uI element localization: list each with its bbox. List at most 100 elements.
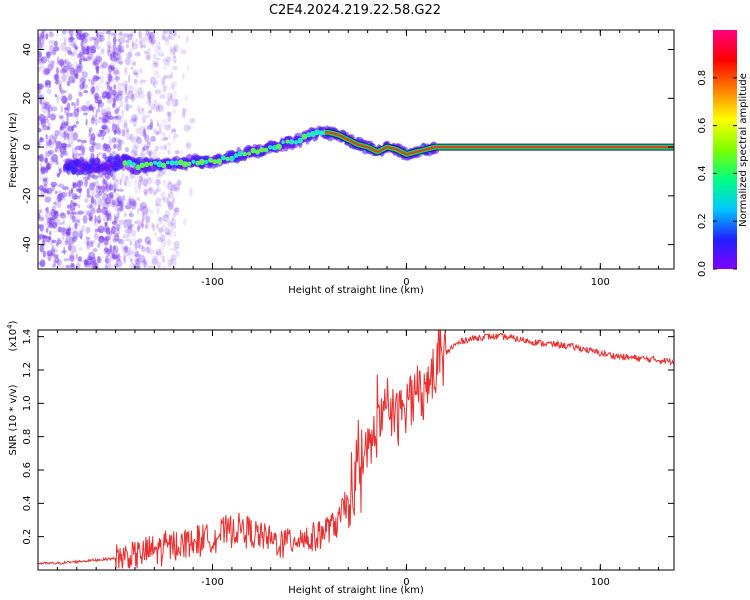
spectral-noise-blob [133,185,141,194]
track-core-point [314,129,321,136]
spectral-noise-blob [124,228,129,234]
spectral-noise-blob [136,197,140,202]
spectral-noise-blob [117,200,122,208]
spectral-noise-blob [113,36,117,45]
spectral-noise-blob [57,142,60,146]
spectral-noise-blob [43,158,47,164]
spectral-noise-blob [134,220,141,225]
spectral-noise-blob [124,84,128,92]
spectral-noise-blob [71,215,76,223]
spectral-noise-blob [52,49,57,56]
spectral-noise-blob [98,52,101,62]
spectral-noise-blob [170,218,176,226]
colorbar: 0.0 0.2 0.4 0.6 0.8 Normalized spectral ampl… [697,30,749,277]
spectral-noise-blob [60,105,63,113]
spectral-noise-blob [160,76,167,85]
spectral-noise-blob [169,247,176,252]
spectral-noise-blob [65,264,71,269]
spectral-noise-blob [112,177,120,183]
spectral-noise-blob [139,205,145,211]
spectral-noise-blob [133,69,137,76]
spectral-noise-blob [101,192,108,202]
spectral-noise-blob [67,50,73,55]
spectral-noise-blob [131,199,138,208]
spectral-noise-blob [115,197,120,203]
spectral-noise-blob [46,88,52,95]
spectral-noise-blob [151,256,159,264]
spectral-noise-blob [94,210,97,214]
spectral-noise-blob [156,206,160,215]
spectral-noise-blob [164,124,171,131]
spectral-noise-blob [122,253,126,262]
spectral-noise-blob [127,33,133,41]
spectral-noise-blob [147,187,152,192]
spectral-noise-blob [172,223,177,229]
spectral-noise-blob [86,194,92,198]
spectral-noise-blob [69,245,77,254]
spectral-noise-blob [61,120,66,127]
spectral-noise-blob [109,62,116,67]
spectral-noise-blob [82,105,89,111]
spectral-noise-blob [139,40,144,49]
spectral-noise-blob [42,190,49,194]
spectral-noise-blob [72,153,75,161]
spectral-noise-blob [89,239,96,245]
spectral-noise-blob [72,199,77,205]
spectral-noise-blob [46,217,52,226]
spectral-noise-blob [75,219,80,224]
spectral-noise-blob [138,175,144,182]
spectral-noise-blob [65,121,69,126]
spectral-noise-blob [144,50,149,55]
spectral-noise-blob [162,58,168,63]
spectral-noise-blob [117,57,120,63]
spectral-noise-blob [39,244,44,253]
spectral-noise-blob [116,93,123,102]
spectral-noise-blob [138,223,145,229]
spectral-noise-blob [62,65,68,73]
spectral-noise-blob [38,204,43,208]
spectral-noise-blob [146,177,151,182]
spectral-noise-blob [50,112,56,121]
spectral-noise-blob [84,259,87,269]
spectral-noise-blob [130,94,135,103]
spectral-noise-blob [47,140,54,149]
track-core-point [208,157,214,163]
spectral-noise-blob [70,262,75,268]
track-core-point [268,145,273,150]
spectral-noise-blob [69,255,75,262]
spectral-noise-blob [78,179,84,187]
spectral-noise-blob [40,191,44,198]
spectral-noise-blob [67,137,74,145]
spectral-noise-blob [57,193,64,201]
spectral-noise-blob [112,42,117,50]
spectral-noise-blob [89,215,93,222]
spectral-noise-blob [79,189,82,198]
spectral-noise-blob [45,151,52,157]
spectral-noise-blob [124,95,129,103]
track-core-point [285,139,290,144]
spectral-noise-blob [55,140,63,149]
spectral-noise-blob [114,216,118,222]
spectral-noise-blob [116,227,120,232]
spectral-noise-blob [127,84,134,93]
spectral-noise-blob [145,222,149,229]
track-core-point [216,158,223,165]
spectral-noise-blob [173,231,177,238]
spectral-noise-blob [111,199,116,206]
colorbar-gradient [713,30,737,269]
spectral-noise-blob [152,138,155,142]
spectral-noise-blob [97,197,103,207]
spectral-noise-blob [162,196,170,203]
spectral-noise-blob [73,129,80,136]
spectral-noise-blob [38,234,46,240]
spectral-noise-blob [113,129,117,136]
spectral-noise-blob [88,105,93,111]
spectral-noise-blob [111,89,117,96]
spectral-noise-blob [144,133,150,143]
spectral-noise-blob [73,102,77,112]
spectral-noise-blob [96,69,99,74]
spectral-noise-blob [94,193,101,199]
spectral-noise-blob [124,66,128,73]
spectral-noise-blob [136,257,139,261]
track-core-point [301,133,308,140]
